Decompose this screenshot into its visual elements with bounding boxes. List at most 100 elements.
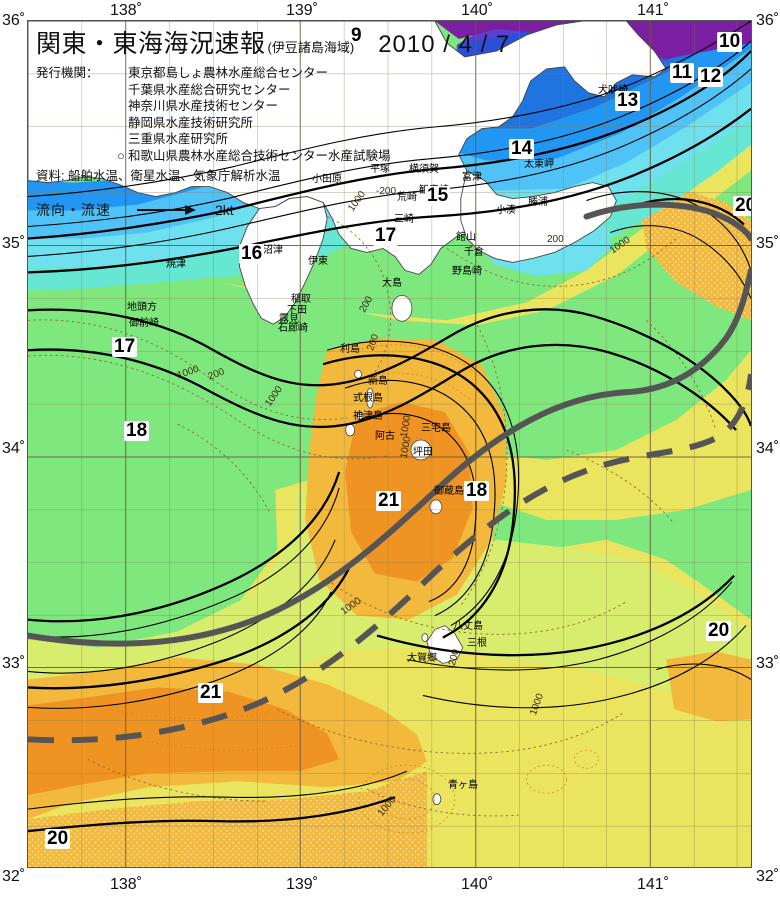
place-label-yokosuka: 横須賀 <box>409 164 439 175</box>
place-label-niijima: 新島 <box>368 376 388 387</box>
isotherm-18 <box>28 343 737 431</box>
land-hachijokojima <box>421 633 429 642</box>
sst-map-canvas <box>28 21 751 867</box>
place-label-ako: 阿古 <box>375 431 395 442</box>
lon-label-bottom-140: 140˚ <box>461 876 494 893</box>
land-toshima <box>354 369 362 379</box>
lat-label-left-33: 33˚ <box>2 655 26 672</box>
contour-label-20c: 20 <box>45 828 71 849</box>
place-label-inatori: 稲取 <box>291 294 311 305</box>
isotherm-13 <box>28 50 751 240</box>
contour-label-18b: 18 <box>124 420 150 441</box>
contour-label-20b: 20 <box>706 620 732 641</box>
lat-label-left-32: 32˚ <box>2 868 26 885</box>
place-label-miyakejima: 三宅島 <box>421 423 451 434</box>
contour-label-9: 9 <box>349 25 364 46</box>
contour-label-17b: 17 <box>112 336 138 357</box>
lat-label-left-36: 36˚ <box>2 12 26 29</box>
place-label-oshima: 大島 <box>382 278 402 289</box>
place-label-shikinejima: 式根島 <box>353 393 383 404</box>
lon-label-top-138: 138˚ <box>110 2 143 19</box>
contour-label-13: 13 <box>615 90 641 111</box>
place-label-jitogata: 地頭方 <box>127 302 157 313</box>
contour-label-18a: 18 <box>464 480 490 501</box>
land-hachijojima <box>426 625 464 664</box>
isotherm-20-se <box>376 574 735 657</box>
kuroshio-boundary-line <box>28 373 751 744</box>
place-label-mine: 三根 <box>467 638 487 649</box>
place-label-inubosaki: 犬吠埼 <box>598 85 628 96</box>
isotherms-thin <box>28 21 751 810</box>
place-label-odawara: 小田原 <box>312 174 342 185</box>
sst-map[interactable]: 9 10 11 12 13 14 15 16 17 17 18 18 20 20… <box>27 20 752 868</box>
place-label-tateyama: 館山 <box>456 232 476 243</box>
contour-label-16: 16 <box>239 243 265 264</box>
contour-label-21a: 21 <box>376 490 402 511</box>
land-oshima <box>391 294 413 322</box>
place-label-taitozaki: 太東岬 <box>524 159 554 170</box>
contour-label-14: 14 <box>509 138 535 159</box>
graticule-minor <box>28 21 751 867</box>
lat-label-right-33: 33˚ <box>756 655 780 672</box>
place-label-aogashima: 青ヶ島 <box>448 780 478 791</box>
place-label-mikurajima: 御蔵島 <box>434 486 464 497</box>
contour-label-12: 12 <box>698 66 724 87</box>
isotherm-21-core <box>322 354 517 639</box>
isotherm-21-sw <box>28 563 353 690</box>
place-label-futtsu: 富津 <box>462 172 482 183</box>
lon-label-bottom-138: 138˚ <box>110 876 143 893</box>
lon-label-bottom-141: 141˚ <box>637 876 670 893</box>
contour-label-17a: 17 <box>373 225 399 246</box>
land-miyakejima <box>410 439 432 461</box>
lon-label-top-141: 141˚ <box>637 2 670 19</box>
lat-label-right-32: 32˚ <box>756 868 780 885</box>
sst-band-21-s <box>28 771 427 867</box>
place-label-shimoda: 下田 <box>287 305 307 316</box>
isotherm-20-sw <box>28 471 341 623</box>
isotherm-20-ne <box>637 197 745 226</box>
place-label-omaezaki: 御前崎 <box>129 318 159 329</box>
place-label-okago: 大賀郷 <box>407 653 437 664</box>
depth-label-0: -200 <box>376 186 397 197</box>
place-label-arasaki: 荒崎 <box>397 192 417 203</box>
place-label-kominato: 小湊 <box>496 205 516 216</box>
sst-band-20-lobe <box>466 350 751 520</box>
place-label-irozaki: 石廊崎 <box>278 323 308 334</box>
sst-band-22 <box>345 402 473 582</box>
contour-label-11: 11 <box>670 62 695 83</box>
place-label-misaki: 三崎 <box>394 214 414 225</box>
graticule-major <box>28 21 751 867</box>
land-mikurajima <box>429 499 443 515</box>
place-label-ito: 伊東 <box>308 256 328 267</box>
place-label-numazu: 沼津 <box>263 245 283 256</box>
place-label-tsuyumi: 露見 <box>279 314 299 325</box>
place-label-kozushima: 神津島 <box>353 411 383 422</box>
lon-label-top-140: 140˚ <box>461 2 494 19</box>
isotherm-20-s <box>28 796 396 833</box>
place-label-hachijojima: 八丈島 <box>453 621 483 632</box>
land-kozushima <box>345 423 355 437</box>
lon-label-bottom-139: 139˚ <box>286 876 319 893</box>
land-izu-peninsula <box>238 196 328 325</box>
isotherms-thick <box>28 50 751 833</box>
place-label-hiratsuka: 平塚 <box>370 164 390 175</box>
place-label-chikura: 千倉 <box>464 247 484 258</box>
place-label-katsuura: 勝浦 <box>528 197 548 208</box>
contour-label-10: 10 <box>717 31 743 52</box>
contour-label-20a: 20 <box>733 196 751 216</box>
place-label-nojimazaki: 野島崎 <box>452 266 482 277</box>
land-niijima <box>366 387 374 409</box>
kuroshio-axis-line-ne <box>583 201 751 242</box>
contour-label-15: 15 <box>425 185 451 206</box>
sst-band-21-ne <box>638 190 751 321</box>
lat-label-left-35: 35˚ <box>2 235 26 252</box>
lat-label-right-35: 35˚ <box>756 235 780 252</box>
lon-label-top-139: 139˚ <box>286 2 319 19</box>
contour-label-21b: 21 <box>198 682 224 703</box>
place-label-toshima: 利島 <box>340 344 360 355</box>
land-aogashima <box>432 793 442 806</box>
lat-label-right-34: 34˚ <box>756 440 780 457</box>
isotherm-14 <box>28 107 751 274</box>
lat-label-left-34: 34˚ <box>2 440 26 457</box>
place-label-tsubota: 坪田 <box>413 447 433 458</box>
